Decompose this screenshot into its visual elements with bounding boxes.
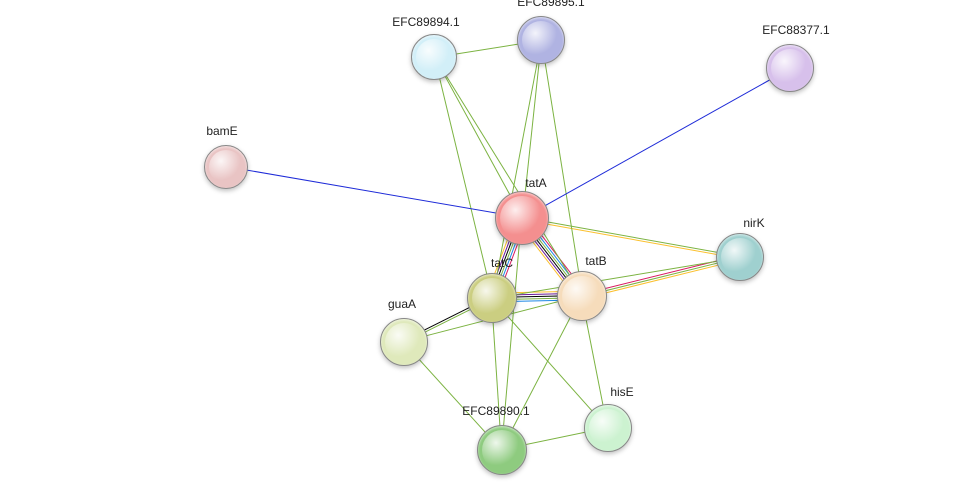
graph-node-tatB[interactable] (557, 271, 607, 321)
graph-node-label: tatB (585, 254, 606, 268)
graph-node-label: EFC89894.1 (392, 15, 459, 29)
graph-node-tatA[interactable] (495, 191, 549, 245)
graph-node-label: EFC88377.1 (762, 23, 829, 37)
network-graph: tatA tatB tatC nirK guaA hisE EFC89890.1 bamE EF… (0, 0, 975, 501)
graph-node-bamE[interactable] (204, 145, 248, 189)
graph-node-label: EFC89895.1 (517, 0, 584, 9)
graph-edge (492, 257, 740, 298)
graph-node-label: nirK (743, 216, 764, 230)
graph-node-label: hisE (610, 385, 633, 399)
graph-node-label: tatA (525, 176, 546, 190)
graph-node-efc89890[interactable] (477, 425, 527, 475)
graph-edge (492, 40, 541, 298)
graph-edge (434, 57, 492, 298)
graph-node-hisE[interactable] (584, 404, 632, 452)
graph-edge (502, 296, 582, 450)
graph-node-label: tatC (491, 256, 513, 270)
graph-node-efc89895[interactable] (517, 16, 565, 64)
graph-edge (502, 218, 522, 450)
graph-edge (522, 219, 740, 258)
graph-node-label: EFC89890.1 (462, 404, 529, 418)
graph-edge (541, 40, 582, 296)
graph-edge (522, 217, 740, 256)
graph-node-label: bamE (206, 124, 237, 138)
graph-edge (522, 68, 790, 218)
graph-node-efc88377[interactable] (766, 44, 814, 92)
graph-edge (226, 167, 522, 218)
graph-node-efc89894[interactable] (411, 34, 457, 80)
graph-node-nirK[interactable] (716, 233, 764, 281)
graph-edge (434, 57, 582, 296)
graph-node-guaA[interactable] (380, 318, 428, 366)
graph-node-tatC[interactable] (467, 273, 517, 323)
graph-node-label: guaA (388, 297, 416, 311)
